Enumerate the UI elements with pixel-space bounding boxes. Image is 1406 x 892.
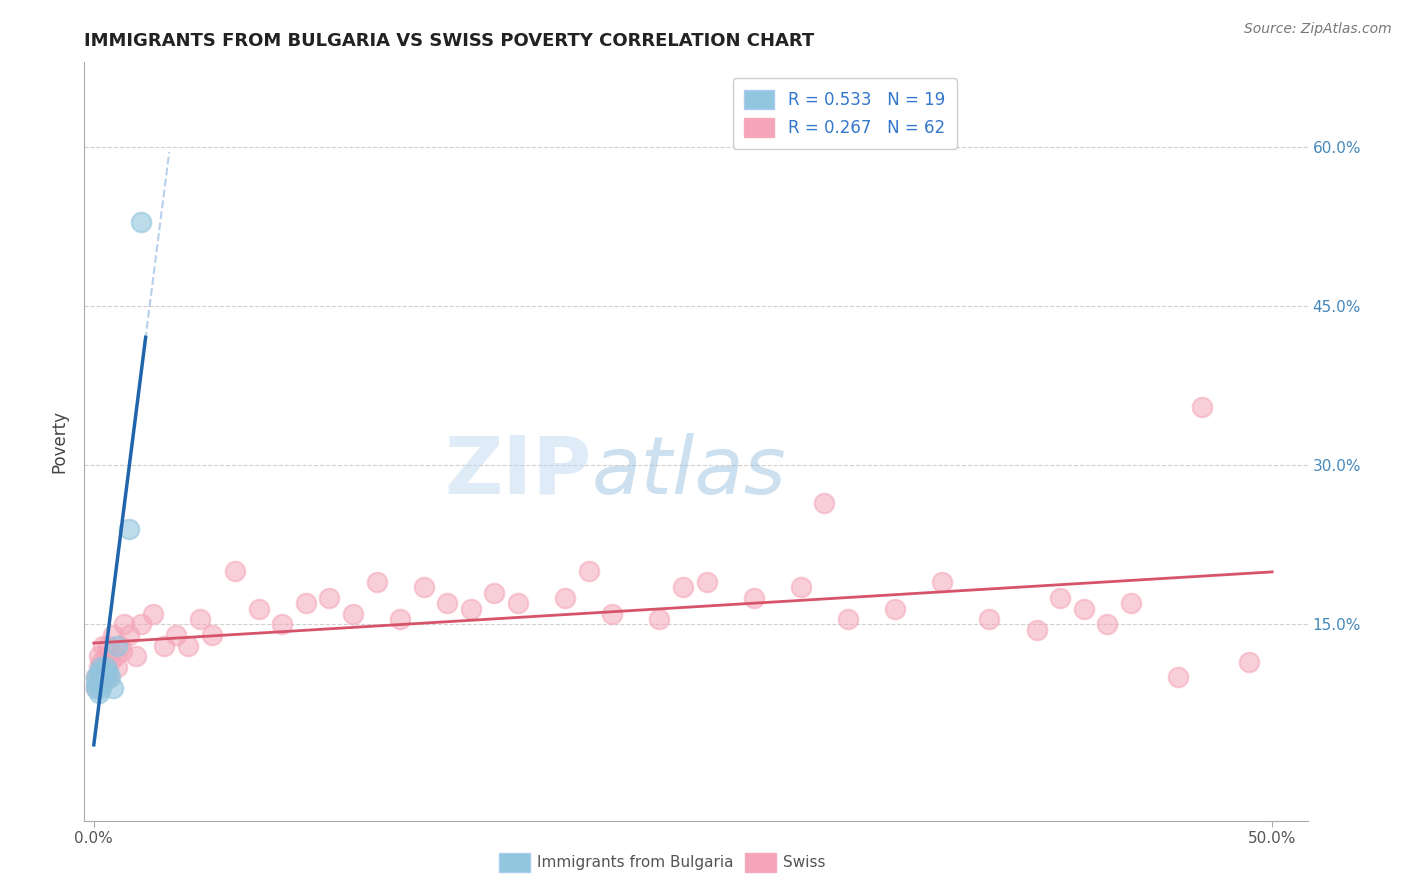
Point: [94, 660, 117, 674]
Point: [91, 639, 114, 653]
Point: [118, 628, 141, 642]
Point: [837, 612, 859, 626]
Point: [101, 628, 124, 642]
Point: [177, 639, 200, 653]
Point: [87, 686, 110, 700]
Point: [188, 612, 211, 626]
Text: atlas: atlas: [592, 433, 787, 511]
Point: [1025, 623, 1047, 637]
Point: [112, 617, 135, 632]
Point: [578, 565, 600, 579]
Point: [1049, 591, 1071, 605]
Point: [1167, 671, 1189, 685]
Point: [104, 649, 127, 664]
Point: [98, 655, 121, 669]
Point: [342, 607, 364, 621]
Point: [165, 628, 187, 642]
Text: Swiss: Swiss: [783, 855, 825, 870]
Point: [118, 522, 141, 536]
Point: [87, 649, 110, 664]
Point: [1119, 596, 1142, 610]
Point: [105, 639, 128, 653]
Point: [436, 596, 458, 610]
Point: [600, 607, 623, 621]
Point: [271, 617, 294, 632]
Legend: R = 0.533   N = 19, R = 0.267   N = 62: R = 0.533 N = 19, R = 0.267 N = 62: [733, 78, 956, 149]
Point: [87, 675, 110, 690]
Point: [153, 639, 176, 653]
Point: [247, 601, 270, 615]
Point: [648, 612, 671, 626]
Point: [979, 612, 1001, 626]
Point: [1097, 617, 1119, 632]
Point: [484, 585, 506, 599]
Point: [97, 665, 120, 680]
Point: [460, 601, 482, 615]
Point: [1191, 400, 1213, 414]
Point: [90, 660, 112, 674]
Point: [94, 660, 117, 674]
Point: [742, 591, 765, 605]
Text: ZIP: ZIP: [444, 433, 592, 511]
Point: [931, 575, 953, 590]
Point: [412, 580, 434, 594]
Point: [506, 596, 529, 610]
Y-axis label: Poverty: Poverty: [51, 410, 69, 473]
Point: [91, 671, 114, 685]
Point: [91, 675, 114, 690]
Point: [90, 671, 112, 685]
Point: [813, 495, 835, 509]
Point: [366, 575, 388, 590]
Point: [295, 596, 318, 610]
Text: IMMIGRANTS FROM BULGARIA VS SWISS POVERTY CORRELATION CHART: IMMIGRANTS FROM BULGARIA VS SWISS POVERT…: [84, 32, 814, 50]
Point: [84, 681, 107, 695]
Point: [97, 639, 120, 653]
Point: [84, 675, 107, 690]
Point: [108, 639, 131, 653]
Point: [554, 591, 576, 605]
Point: [389, 612, 412, 626]
Point: [318, 591, 340, 605]
Point: [142, 607, 165, 621]
Point: [672, 580, 695, 594]
Point: [90, 681, 112, 695]
Point: [790, 580, 813, 594]
Point: [129, 214, 152, 228]
Point: [129, 617, 152, 632]
Point: [90, 675, 112, 690]
Point: [201, 628, 224, 642]
Point: [125, 649, 148, 664]
Point: [224, 565, 246, 579]
Point: [696, 575, 718, 590]
Point: [84, 681, 107, 695]
Point: [87, 665, 110, 680]
Point: [101, 681, 124, 695]
Point: [87, 660, 110, 674]
Point: [98, 671, 121, 685]
Text: Immigrants from Bulgaria: Immigrants from Bulgaria: [537, 855, 734, 870]
Point: [97, 671, 120, 685]
Point: [90, 655, 112, 669]
Point: [105, 660, 128, 674]
Point: [84, 671, 107, 685]
Point: [94, 671, 117, 685]
Point: [1073, 601, 1095, 615]
Point: [884, 601, 907, 615]
Text: Source: ZipAtlas.com: Source: ZipAtlas.com: [1244, 22, 1392, 37]
Point: [91, 665, 114, 680]
Point: [94, 649, 117, 664]
Point: [111, 644, 134, 658]
Point: [84, 671, 107, 685]
Point: [1237, 655, 1260, 669]
